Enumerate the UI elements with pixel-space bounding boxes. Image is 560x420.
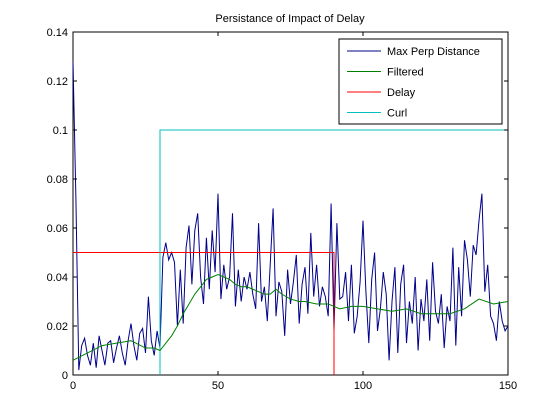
y-tick-label: 0 (62, 370, 68, 382)
y-tick-label: 0.04 (47, 272, 68, 284)
legend-label-curl: Curl (387, 108, 407, 120)
y-tick-label: 0.02 (47, 321, 68, 333)
x-tick-label: 100 (354, 380, 372, 392)
y-tick-label: 0.06 (47, 223, 68, 235)
y-tick-label: 0.12 (47, 76, 68, 88)
chart-title: Persistance of Impact of Delay (215, 13, 365, 25)
x-tick-label: 150 (499, 380, 517, 392)
legend-label-max-perp-distance: Max Perp Distance (387, 46, 480, 58)
legend-label-delay: Delay (387, 87, 416, 99)
legend-label-filtered: Filtered (387, 67, 424, 79)
x-tick-label: 50 (212, 380, 224, 392)
y-tick-label: 0.1 (53, 125, 68, 137)
y-tick-label: 0.08 (47, 174, 68, 186)
x-tick-label: 0 (70, 380, 76, 392)
y-tick-label: 0.14 (47, 27, 68, 39)
legend: Max Perp Distance Filtered Delay Curl (339, 39, 502, 124)
